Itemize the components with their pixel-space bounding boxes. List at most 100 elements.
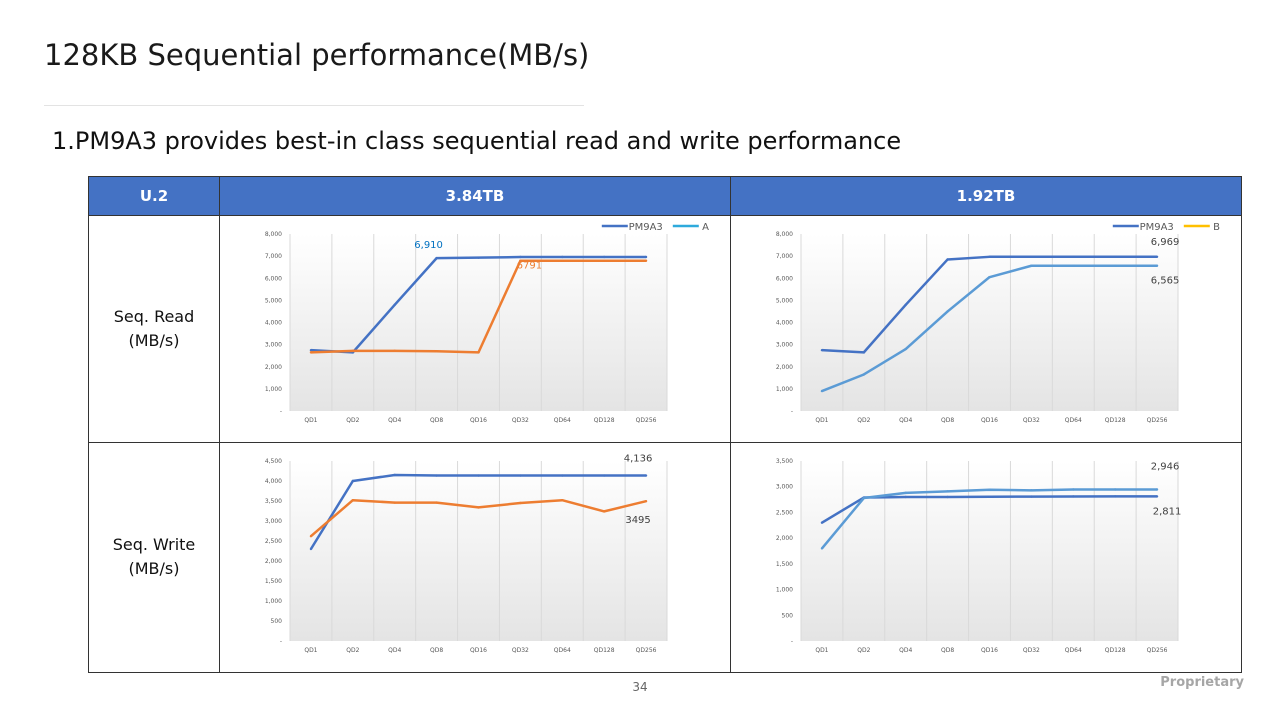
- data-point: [988, 496, 991, 499]
- data-point: [393, 501, 396, 505]
- legend-label: PM9A3: [629, 222, 663, 233]
- data-point: [477, 474, 480, 478]
- y-tick-label: 2,500: [776, 510, 793, 517]
- x-tick-label: QD32: [1023, 647, 1040, 654]
- legend-label: A: [702, 222, 709, 233]
- data-point: [904, 304, 907, 307]
- footer-proprietary: Proprietary: [1160, 675, 1244, 690]
- plot-area: [801, 461, 1178, 642]
- data-point: [435, 350, 438, 353]
- chart-cell-read-1-92tb: - 1,000 2,000 3,000 4,000 5,000 6,000 7,000 8,00…: [730, 215, 1242, 443]
- header-u2: U.2: [88, 176, 220, 216]
- data-point: [1155, 265, 1159, 268]
- y-tick-label: 2,000: [776, 364, 793, 371]
- seq-read-row: Seq. Read (MB/s) - 1,000 2,000 3,000 4,000 5,…: [88, 215, 1242, 443]
- data-point: [820, 547, 824, 551]
- data-label: 4,136: [624, 454, 653, 465]
- x-tick-label: QD128: [1105, 647, 1126, 654]
- y-tick-label: 500: [782, 613, 794, 620]
- data-point: [561, 499, 564, 502]
- data-label: 6,565: [1151, 276, 1180, 287]
- data-point: [393, 350, 396, 353]
- data-point: [820, 349, 824, 352]
- plot-area: [290, 234, 667, 412]
- table-header-row: U.2 3.84TB 1.92TB: [88, 176, 1242, 216]
- chart-cell-read-3-84tb: - 1,000 2,000 3,000 4,000 5,000 6,000 7,000 8,00…: [219, 215, 731, 443]
- y-tick-label: 1,500: [776, 561, 793, 568]
- y-tick-label: 4,500: [265, 458, 282, 465]
- data-point: [435, 474, 438, 478]
- x-tick-label: QD128: [1105, 417, 1126, 424]
- data-point: [862, 373, 866, 377]
- data-label: 3495: [625, 516, 650, 527]
- x-tick-label: QD8: [941, 647, 954, 654]
- plot-area: [290, 461, 667, 642]
- data-point: [1113, 256, 1117, 259]
- data-point: [904, 496, 907, 499]
- x-tick-label: QD256: [636, 417, 657, 424]
- x-tick-label: QD64: [554, 417, 571, 424]
- x-tick-label: QD256: [1147, 647, 1168, 654]
- data-point: [351, 480, 355, 483]
- y-tick-label: 1,500: [265, 578, 282, 585]
- data-point: [1155, 256, 1159, 259]
- x-tick-label: QD64: [1065, 417, 1082, 424]
- data-label: 6791: [517, 261, 542, 272]
- plot-area: [801, 234, 1178, 412]
- x-tick-label: QD2: [857, 647, 870, 654]
- y-tick-label: 8,000: [265, 231, 282, 238]
- y-tick-label: 3,500: [776, 458, 793, 465]
- y-tick-label: 3,000: [776, 484, 793, 491]
- data-point: [561, 256, 564, 259]
- x-tick-label: QD4: [388, 647, 401, 654]
- y-tick-label: 5,000: [265, 298, 282, 305]
- y-tick-label: 1,000: [776, 587, 793, 594]
- y-tick-label: 1,000: [265, 386, 282, 393]
- data-point: [435, 257, 438, 260]
- x-tick-label: QD8: [430, 417, 443, 424]
- data-point: [561, 260, 564, 263]
- data-point: [1155, 488, 1159, 492]
- data-point: [309, 351, 313, 355]
- x-tick-label: QD256: [636, 647, 657, 654]
- x-tick-label: QD1: [815, 417, 828, 424]
- row-label-seq-write: Seq. Write (MB/s): [88, 441, 220, 674]
- data-point: [477, 351, 480, 355]
- data-point: [602, 256, 606, 259]
- data-point: [309, 349, 313, 352]
- y-tick-label: 500: [271, 618, 283, 625]
- y-tick-label: 3,000: [265, 518, 282, 525]
- x-tick-label: QD1: [304, 647, 317, 654]
- x-tick-label: QD128: [594, 417, 615, 424]
- data-point: [393, 304, 396, 307]
- y-tick-label: 5,000: [776, 298, 793, 305]
- y-tick-label: 3,500: [265, 498, 282, 505]
- data-point: [644, 256, 648, 259]
- data-point: [644, 260, 648, 263]
- chart-read-3-84tb: - 1,000 2,000 3,000 4,000 5,000 6,000 7,000 8,00…: [265, 222, 709, 424]
- data-point: [602, 510, 606, 514]
- row-label-seq-read: Seq. Read (MB/s): [88, 215, 220, 443]
- x-tick-label: QD8: [430, 647, 443, 654]
- x-tick-label: QD32: [1023, 417, 1040, 424]
- data-label: 2,946: [1151, 462, 1180, 473]
- chart-cell-write-3-84tb: - 500 1,000 1,500 2,000 2,500 3,000 3,500 4,000 4…: [219, 441, 731, 674]
- y-tick-label: 2,000: [265, 558, 282, 565]
- data-point: [561, 474, 564, 478]
- data-point: [946, 258, 949, 262]
- y-tick-label: -: [280, 638, 282, 645]
- y-tick-label: -: [791, 408, 793, 415]
- seq-write-row: Seq. Write (MB/s) - 500 1,000 1,500 2,000 2,5…: [88, 441, 1242, 674]
- data-point: [602, 260, 606, 263]
- x-tick-label: QD64: [554, 647, 571, 654]
- data-point: [519, 502, 522, 505]
- y-tick-label: 4,000: [776, 320, 793, 327]
- data-label: 2,811: [1153, 507, 1182, 518]
- data-point: [1030, 489, 1033, 492]
- slide-title: 128KB Sequential performance(MB/s): [44, 38, 590, 72]
- data-point: [904, 492, 907, 495]
- data-point: [946, 490, 949, 494]
- data-point: [351, 350, 355, 353]
- data-point: [602, 474, 606, 478]
- chart-write-3-84tb: - 500 1,000 1,500 2,000 2,500 3,000 3,500 4,000 4…: [265, 454, 668, 654]
